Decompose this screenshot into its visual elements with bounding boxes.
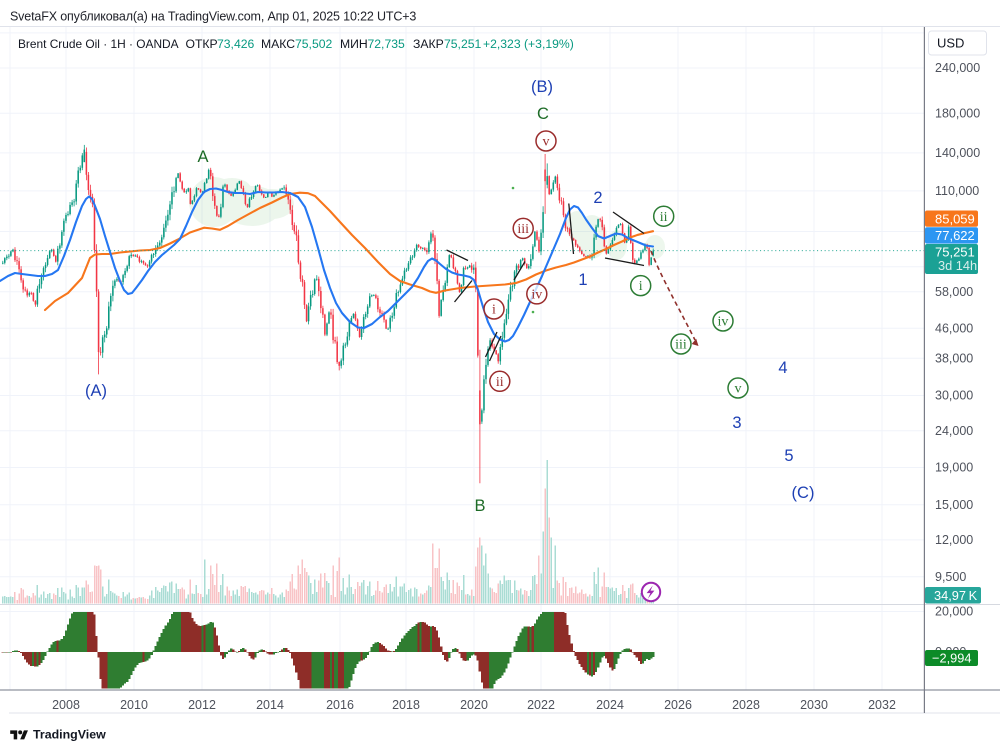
svg-text:2016: 2016 [326, 698, 354, 712]
svg-text:−2,994: −2,994 [932, 651, 972, 666]
svg-text:2020: 2020 [460, 698, 488, 712]
svg-text:38,000: 38,000 [935, 352, 973, 366]
svg-text:110,000: 110,000 [935, 184, 979, 198]
svg-text:A: A [197, 148, 208, 166]
svg-text:2010: 2010 [120, 698, 148, 712]
svg-text:TradingView: TradingView [33, 728, 106, 742]
svg-text:30,000: 30,000 [935, 389, 973, 403]
svg-text:i: i [639, 279, 643, 294]
svg-text:B: B [474, 497, 485, 515]
svg-text:2018: 2018 [392, 698, 420, 712]
svg-text:3: 3 [732, 414, 741, 432]
svg-text:iii: iii [517, 222, 529, 237]
svg-text:v: v [543, 135, 550, 150]
svg-text:i: i [492, 303, 496, 318]
svg-text:iv: iv [718, 315, 729, 330]
svg-text:75,502: 75,502 [295, 37, 332, 51]
svg-text:SvetaFX опубликовал(а) на Trad: SvetaFX опубликовал(а) на TradingView.co… [10, 10, 416, 24]
svg-text:4: 4 [778, 359, 787, 377]
svg-text:77,622: 77,622 [935, 228, 975, 243]
svg-text:C: C [537, 105, 549, 123]
svg-text:ii: ii [660, 210, 668, 225]
svg-text:75,251: 75,251 [935, 245, 975, 260]
svg-text:240,000: 240,000 [935, 61, 980, 75]
svg-text:2022: 2022 [527, 698, 555, 712]
svg-text:140,000: 140,000 [935, 146, 980, 160]
svg-text:iv: iv [531, 288, 542, 303]
svg-text:2008: 2008 [52, 698, 80, 712]
svg-text:12,000: 12,000 [935, 533, 973, 547]
svg-text:(B): (B) [531, 78, 553, 96]
svg-text:15,000: 15,000 [935, 498, 973, 512]
svg-text:МАКС: МАКС [261, 37, 295, 51]
svg-text:19,000: 19,000 [935, 461, 973, 475]
svg-text:ЗАКР: ЗАКР [413, 37, 444, 51]
svg-text:2: 2 [593, 189, 602, 207]
svg-text:2014: 2014 [256, 698, 284, 712]
svg-text:9,500: 9,500 [935, 570, 966, 584]
svg-text:58,000: 58,000 [935, 285, 973, 299]
svg-text:Brent Crude Oil · 1H · OANDA: Brent Crude Oil · 1H · OANDA [18, 37, 179, 51]
svg-text:2030: 2030 [800, 698, 828, 712]
svg-text:73,426: 73,426 [217, 37, 254, 51]
svg-text:46,000: 46,000 [935, 321, 973, 335]
svg-text:+2,323 (+3,19%): +2,323 (+3,19%) [483, 37, 574, 51]
svg-text:85,059: 85,059 [935, 211, 975, 226]
svg-text:(C): (C) [792, 484, 815, 502]
svg-text:34,97 K: 34,97 K [934, 588, 978, 603]
svg-text:МИН: МИН [340, 37, 368, 51]
svg-text:ii: ii [496, 375, 504, 390]
svg-text:1: 1 [578, 271, 587, 289]
svg-text:USD: USD [937, 36, 964, 51]
svg-text:24,000: 24,000 [935, 424, 973, 438]
svg-text:2028: 2028 [732, 698, 760, 712]
svg-text:3d 14h: 3d 14h [938, 258, 977, 273]
svg-text:5: 5 [784, 447, 793, 465]
svg-text:iii: iii [675, 338, 687, 353]
svg-text:2032: 2032 [868, 698, 896, 712]
svg-text:20,000: 20,000 [935, 605, 973, 619]
svg-text:2024: 2024 [596, 698, 624, 712]
svg-text:v: v [735, 382, 742, 397]
svg-text:180,000: 180,000 [935, 107, 980, 121]
svg-text:2012: 2012 [188, 698, 216, 712]
svg-text:75,251: 75,251 [444, 37, 481, 51]
svg-text:72,735: 72,735 [368, 37, 405, 51]
svg-text:2026: 2026 [664, 698, 692, 712]
svg-text:ОТКР: ОТКР [186, 37, 218, 51]
svg-text:(A): (A) [85, 382, 107, 400]
